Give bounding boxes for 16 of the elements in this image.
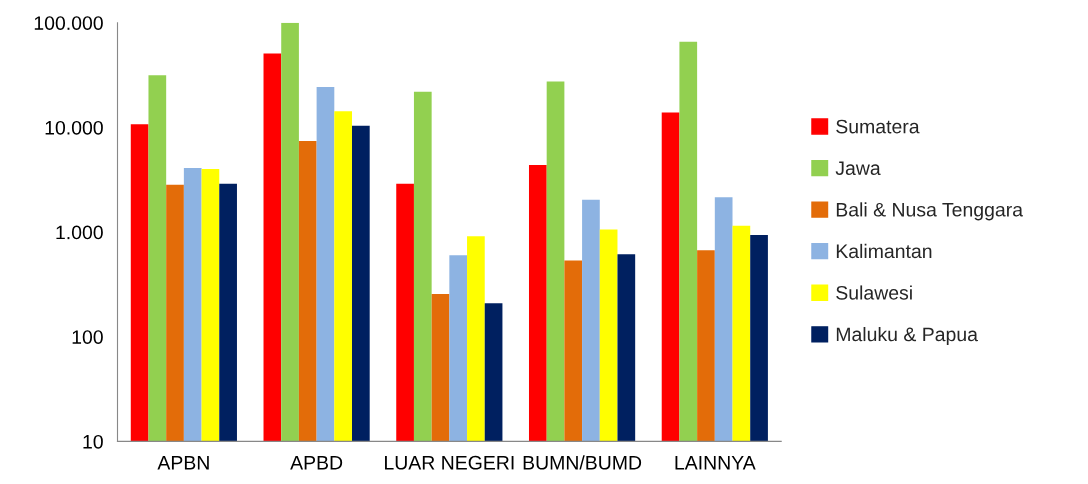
x-tick-label: LAINNYA: [675, 456, 756, 470]
legend-label: Bali & Nusa Tenggara: [836, 202, 1024, 221]
legend-label: Maluku & Papua: [836, 326, 978, 346]
legend-label: Sumatera: [836, 119, 920, 134]
y-tick-label: 1.000: [56, 225, 103, 240]
legend-label: Kalimantan: [836, 243, 932, 259]
x-tick-label: LUAR NEGERI: [385, 455, 514, 470]
legend-label: Sulawesi: [836, 285, 912, 300]
legend-label: Jawa: [835, 161, 881, 176]
x-tick-label: BUMN/BUMD: [523, 455, 642, 470]
x-tick-label: APBN: [157, 456, 209, 470]
x-tick-label: APBD: [290, 456, 343, 470]
y-tick-label: 100: [72, 330, 103, 344]
y-tick-label: 100.000: [34, 16, 103, 30]
y-tick-label: 10.000: [45, 120, 103, 135]
y-tick-label: 10: [83, 434, 103, 449]
